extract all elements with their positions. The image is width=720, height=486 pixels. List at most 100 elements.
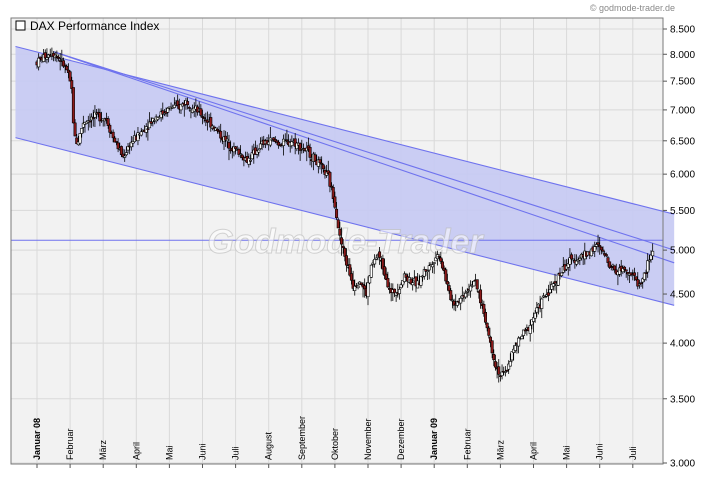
candle [333, 191, 337, 210]
candle [116, 138, 120, 153]
x-tick-label: März [98, 440, 108, 460]
candle [37, 53, 41, 71]
candle [85, 120, 89, 124]
candle [93, 105, 97, 128]
candle [479, 284, 483, 309]
trend-channel [11, 45, 675, 306]
candle [343, 246, 347, 262]
x-tick-label: Juni [198, 443, 208, 460]
candle [651, 243, 655, 260]
candle [487, 326, 491, 339]
copyright-credit: © godmode-trader.de [590, 3, 675, 13]
candle [349, 267, 353, 285]
candle [621, 265, 625, 275]
candle [568, 248, 572, 272]
x-tick-label: März [495, 440, 505, 460]
legend-swatch [15, 20, 26, 31]
candle [383, 258, 387, 280]
candle [452, 298, 456, 311]
candlesticks [35, 47, 655, 383]
candle [71, 87, 75, 124]
candle [608, 261, 612, 270]
candle [465, 288, 469, 298]
candle [531, 312, 535, 333]
candle [601, 246, 605, 254]
candle [455, 300, 459, 308]
candle [589, 248, 593, 257]
candle [575, 254, 579, 267]
candle [318, 156, 322, 170]
y-tick-label: 3.000 [670, 459, 695, 470]
candle [381, 254, 385, 275]
x-tick-label: April [131, 442, 141, 460]
candle [419, 276, 423, 289]
candle [434, 251, 438, 262]
candle [258, 137, 262, 150]
candle [239, 145, 243, 159]
candle [295, 141, 299, 152]
candle [366, 276, 370, 306]
candle [129, 136, 133, 151]
candle [313, 152, 317, 162]
candle [604, 252, 608, 257]
candle [469, 280, 473, 298]
candle [512, 345, 516, 361]
candle [459, 295, 463, 311]
candle [290, 135, 294, 149]
candle [215, 127, 219, 134]
candle [336, 217, 340, 229]
candle [505, 369, 509, 373]
candle [108, 123, 112, 138]
candle [356, 282, 360, 290]
candle [399, 282, 403, 289]
candle [464, 289, 468, 300]
candle [344, 248, 348, 272]
candle [637, 279, 641, 289]
candle [439, 252, 443, 265]
candle [201, 109, 205, 125]
trend-resistance-line [53, 51, 675, 251]
candle [485, 322, 489, 332]
candle [80, 128, 84, 138]
x-axis: Januar 08 Februar März April Mai Juni Juli Augu… [32, 416, 638, 468]
candle [378, 246, 382, 265]
candle [500, 364, 504, 380]
candle [488, 335, 492, 348]
candle [202, 113, 206, 123]
candle [166, 107, 170, 117]
x-tick-label: Juli [231, 446, 241, 460]
candle [255, 144, 259, 159]
candle [123, 149, 127, 162]
candle [328, 170, 332, 193]
candle [374, 255, 378, 261]
candle [272, 137, 276, 142]
candle [331, 184, 335, 203]
candle [541, 292, 545, 299]
candle [237, 147, 241, 158]
candle [227, 134, 231, 161]
candle [609, 265, 613, 271]
candle [535, 301, 539, 318]
candle [124, 146, 128, 157]
candle [225, 132, 229, 148]
candle [73, 119, 77, 137]
candle [187, 105, 191, 111]
candle [517, 336, 521, 354]
candle [523, 327, 527, 334]
candle [63, 63, 67, 74]
candle [209, 112, 213, 132]
candle [285, 129, 289, 145]
candle [363, 278, 367, 298]
x-tick-label: Dezember [396, 418, 406, 460]
candle [528, 319, 532, 342]
y-tick-label: 6.500 [670, 136, 695, 147]
candle [599, 246, 603, 255]
candle [556, 272, 560, 286]
candle [340, 227, 344, 256]
x-tick-label: Februar [65, 428, 75, 460]
x-tick-label: Oktober [330, 428, 340, 460]
candle [642, 272, 646, 282]
candle [647, 254, 651, 271]
candle [507, 360, 511, 374]
candle [283, 133, 287, 143]
